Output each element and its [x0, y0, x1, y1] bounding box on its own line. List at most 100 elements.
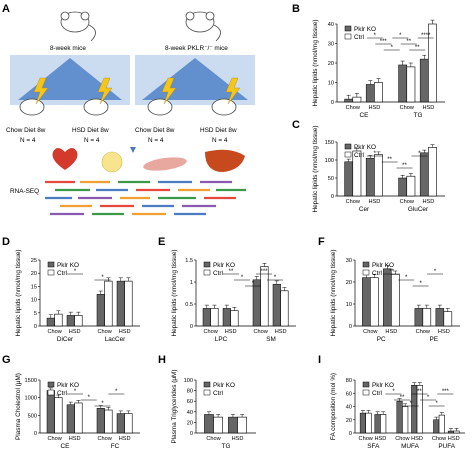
heart-icon [52, 148, 78, 170]
y-axis-label: Hepatic lipids (nmol/mg tissue) [312, 19, 319, 106]
group-label: Cer [359, 206, 370, 213]
sig-marker: * [88, 395, 91, 401]
bar-ctrl [54, 313, 63, 327]
beam-left-glow [10, 55, 130, 105]
bar-ctrl [380, 414, 387, 434]
y-tick-label: 1000 [25, 396, 37, 402]
chart-panel-f: F 0 10 20 30 Hepatic lipids (nmol/mg tissue) C… [318, 236, 460, 343]
subgroup-label: Chow [253, 329, 268, 335]
bar-ctrl [124, 413, 133, 434]
sig-marker: ** [229, 269, 234, 275]
subgroup-label: HSD [69, 436, 81, 442]
subgroup-label: Chow [346, 199, 361, 205]
legend-label: Ctrl [213, 270, 223, 277]
sig-marker: ** [400, 395, 405, 401]
legend-swatch [344, 143, 352, 150]
bar-pklr-ko [228, 416, 238, 434]
chart-panel-e: E 0 0.5 1 1.5 Hepatic lipids (nmol/mg tissue)… [158, 236, 296, 343]
legend-label: Pklr KO [354, 26, 376, 33]
bar-ctrl [406, 66, 416, 103]
y-tick-label: 0 [34, 431, 37, 437]
subgroup-label: HSD [385, 329, 397, 335]
subgroup-label: HSD [119, 329, 131, 335]
bar-pklr-ko [66, 315, 75, 327]
mouse-group-2-icon [83, 77, 113, 116]
legend-label: Ctrl [57, 270, 67, 277]
group-label: MUFA [401, 443, 419, 450]
sig-marker: * [274, 275, 277, 281]
subgroup-label: HSD [232, 436, 244, 442]
legend-label: Ctrl [372, 390, 382, 397]
y-axis-label: Hepatic lipids (nmol/mg tissue) [312, 125, 319, 212]
liver-icon [205, 149, 245, 172]
y-tick-label: 30 [346, 258, 352, 264]
sig-marker: * [399, 33, 402, 39]
y-tick-label: 1.5 [185, 258, 193, 264]
bar-pklr-ko [66, 404, 75, 434]
sig-marker: * [74, 269, 77, 275]
legend-swatch [47, 261, 55, 268]
bar-ctrl [210, 308, 219, 327]
y-axis-label: Hepatic lipids (nmol/mg tissue) [330, 249, 337, 336]
bar-ctrl [428, 147, 437, 197]
bar-ctrl [453, 430, 460, 434]
y-tick-label: 100 [325, 158, 334, 164]
legend-swatch [203, 261, 211, 268]
sig-marker: * [434, 269, 437, 275]
y-tick-label: 60 [346, 391, 352, 397]
group-label: CE [61, 443, 70, 450]
rnaseq-label: RNA-SEQ [10, 188, 39, 195]
bar-ctrl [374, 82, 383, 103]
sig-marker: * [405, 275, 408, 281]
arrow-down-icon [130, 147, 136, 153]
mouse-top-right-icon [185, 11, 221, 42]
bar-pklr-ko [359, 412, 366, 434]
y-tick-label: 20 [328, 61, 334, 67]
y-axis-label: Plasma Cholestrol (μM) [15, 373, 22, 440]
bar-ctrl [374, 154, 383, 197]
legend-label: Pklr KO [57, 382, 79, 389]
legend-swatch [362, 389, 370, 396]
bar-ctrl [422, 308, 432, 327]
subgroup-label: HSD [438, 329, 450, 335]
sig-marker: * [101, 401, 104, 407]
panel-label: D [2, 236, 10, 248]
y-axis-label: Plasma Triglycerides (μM) [171, 370, 178, 444]
legend-swatch [203, 381, 211, 388]
group-label: CE [360, 112, 369, 119]
subgroup-label: HSD [448, 436, 460, 442]
subgroup-label: Chow [400, 199, 415, 205]
subgroup-label: Chow [400, 105, 415, 111]
sig-marker: * [374, 151, 377, 157]
y-tick-label: 150 [325, 140, 334, 146]
sig-marker: * [74, 389, 77, 395]
bar-pklr-ko [46, 390, 55, 434]
bar-pklr-ko [222, 308, 231, 327]
bar-ctrl [54, 397, 63, 434]
mouse-group-4-icon [211, 77, 241, 116]
subgroup-label: Chow [203, 329, 218, 335]
sig-marker: * [252, 281, 255, 287]
n-label-2: N = 4 [84, 137, 100, 144]
bar-ctrl [104, 409, 113, 434]
sig-marker: * [392, 389, 395, 395]
sig-marker: **** [421, 33, 431, 39]
y-tick-label: 40 [328, 22, 334, 28]
y-tick-label: 0.5 [185, 302, 193, 308]
y-tick-label: 25 [31, 258, 37, 264]
chart-panel-h: H 0 20 40 60 80 100 Plasma Triglycerides (μM) Ch… [158, 354, 256, 450]
n-label-4: N = 4 [212, 137, 228, 144]
legend-swatch [344, 33, 352, 40]
subgroup-label: Chow [346, 105, 361, 111]
bar-pklr-ko [204, 414, 214, 434]
legend-swatch [47, 269, 55, 276]
sig-marker: * [418, 151, 421, 157]
legend-label: Ctrl [354, 152, 364, 159]
bar-pklr-ko [116, 280, 125, 327]
diet-label-2: HSD Diet 8w [72, 127, 109, 134]
y-tick-label: 0 [349, 324, 352, 330]
diet-label-4: HSD Diet 8w [200, 127, 237, 134]
bar-ctrl [213, 416, 223, 434]
mouse-right-label: 8-week PKLR⁻/⁻ mice [165, 45, 228, 52]
